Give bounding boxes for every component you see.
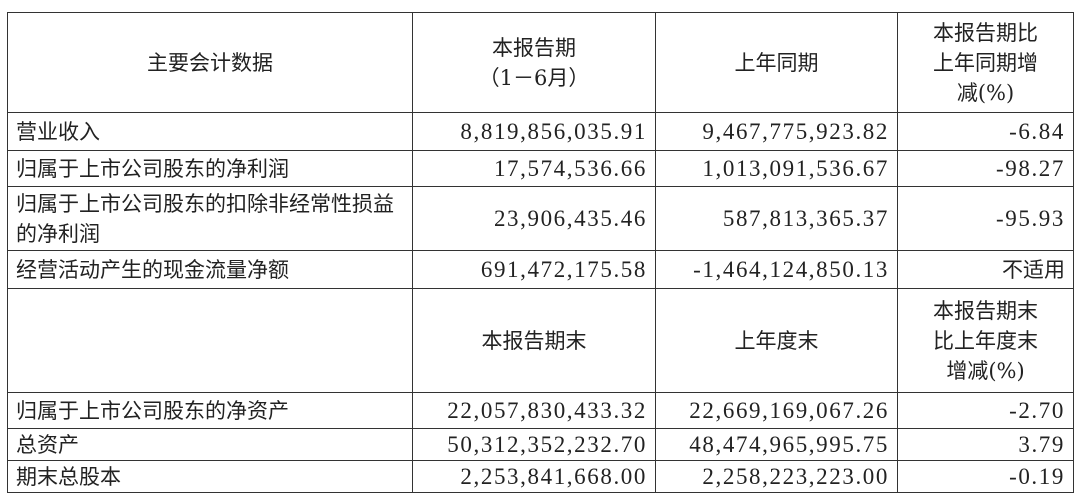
current-value: 22,057,830,433.32 — [412, 392, 656, 429]
current-value: 23,906,435.46 — [412, 186, 656, 251]
row-label: 总资产 — [7, 428, 413, 461]
row-label: 归属于上市公司股东的净资产 — [7, 392, 413, 429]
change-value: -95.93 — [897, 186, 1074, 251]
table-row: 营业收入 8,819,856,035.91 9,467,775,923.82 -… — [7, 112, 1074, 151]
prior-value: 48,474,965,995.75 — [655, 428, 898, 461]
prior-value: 2,258,223,223.00 — [655, 460, 898, 493]
change-value: -0.19 — [897, 460, 1074, 493]
header-cell: 本报告期末 — [412, 288, 656, 393]
table-row: 期末总股本 2,253,841,668.00 2,258,223,223.00 … — [7, 460, 1074, 493]
table-row: 总资产 50,312,352,232.70 48,474,965,995.75 … — [7, 428, 1074, 461]
header-cell: 本报告期比 上年同期增 减(%) — [897, 12, 1074, 113]
header-cell: 本报告期末 比上年度末 增减(%) — [897, 288, 1074, 393]
change-value: 不适用 — [897, 250, 1074, 289]
header-cell: 本报告期 （1－6月） — [412, 12, 656, 113]
prior-value: 587,813,365.37 — [655, 186, 898, 251]
header-cell — [7, 288, 413, 393]
current-value: 17,574,536.66 — [412, 150, 656, 187]
row-label: 经营活动产生的现金流量净额 — [7, 250, 413, 289]
prior-value: 9,467,775,923.82 — [655, 112, 898, 151]
header-row: 主要会计数据 本报告期 （1－6月） 上年同期 本报告期比 上年同期增 减(%) — [7, 12, 1074, 113]
header-cell: 主要会计数据 — [7, 12, 413, 113]
change-value: -2.70 — [897, 392, 1074, 429]
change-value: -98.27 — [897, 150, 1074, 187]
table-row: 归属于上市公司股东的扣除非经常性损益的净利润 23,906,435.46 587… — [7, 186, 1074, 251]
financial-data-table: 主要会计数据 本报告期 （1－6月） 上年同期 本报告期比 上年同期增 减(%)… — [7, 12, 1074, 493]
row-label: 期末总股本 — [7, 460, 413, 493]
prior-value: 1,013,091,536.67 — [655, 150, 898, 187]
current-value: 8,819,856,035.91 — [412, 112, 656, 151]
change-value: 3.79 — [897, 428, 1074, 461]
current-value: 2,253,841,668.00 — [412, 460, 656, 493]
prior-value: 22,669,169,067.26 — [655, 392, 898, 429]
row-label: 归属于上市公司股东的扣除非经常性损益的净利润 — [7, 186, 413, 251]
change-value: -6.84 — [897, 112, 1074, 151]
prior-value: -1,464,124,850.13 — [655, 250, 898, 289]
table-row: 归属于上市公司股东的净资产 22,057,830,433.32 22,669,1… — [7, 392, 1074, 429]
table-row: 归属于上市公司股东的净利润 17,574,536.66 1,013,091,53… — [7, 150, 1074, 187]
row-label: 营业收入 — [7, 112, 413, 151]
current-value: 50,312,352,232.70 — [412, 428, 656, 461]
table-row: 经营活动产生的现金流量净额 691,472,175.58 -1,464,124,… — [7, 250, 1074, 289]
header-cell: 上年同期 — [655, 12, 898, 113]
header-row: 本报告期末 上年度末 本报告期末 比上年度末 增减(%) — [7, 288, 1074, 393]
row-label: 归属于上市公司股东的净利润 — [7, 150, 413, 187]
current-value: 691,472,175.58 — [412, 250, 656, 289]
header-cell: 上年度末 — [655, 288, 898, 393]
